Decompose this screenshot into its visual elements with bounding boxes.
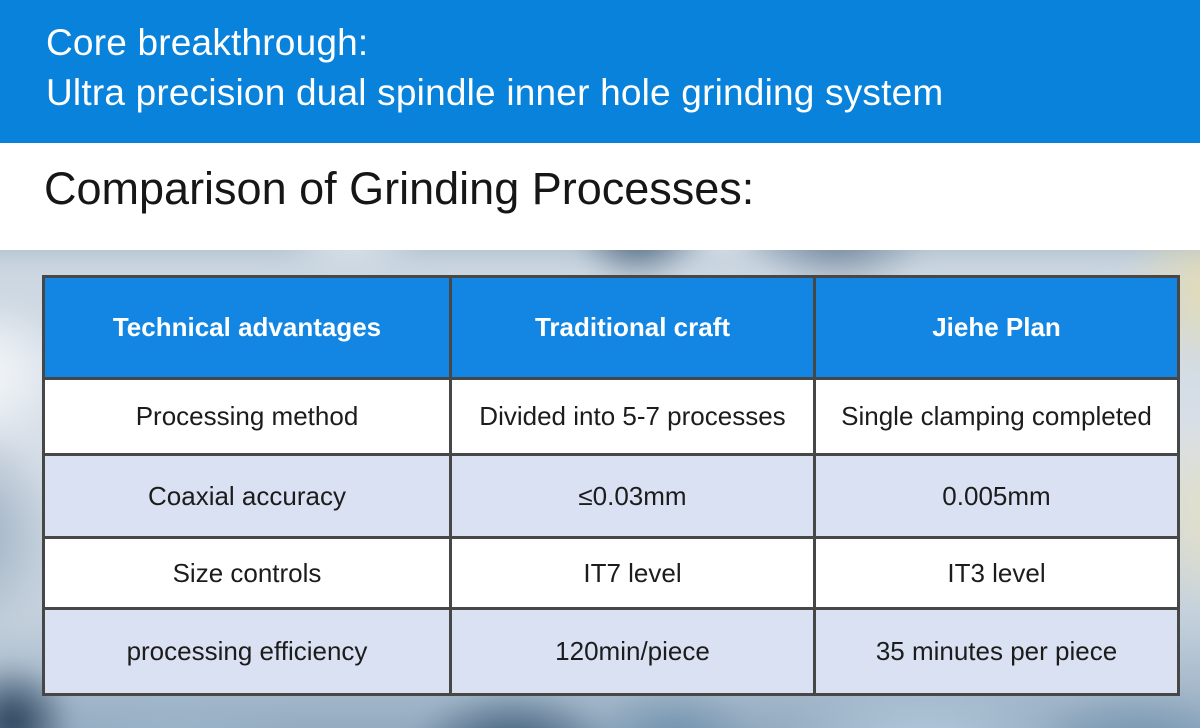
jiehe-value: 35 minutes per piece — [813, 607, 1180, 696]
jiehe-value: 0.005mm — [813, 453, 1180, 539]
table-header-row: Technical advantages Traditional craft J… — [42, 275, 1180, 380]
traditional-value: ≤0.03mm — [449, 453, 816, 539]
column-header-jiehe-plan: Jiehe Plan — [813, 275, 1180, 380]
jiehe-value: IT3 level — [813, 536, 1180, 610]
row-label: Coaxial accuracy — [42, 453, 452, 539]
column-header-traditional-craft: Traditional craft — [449, 275, 816, 380]
traditional-value: 120min/piece — [449, 607, 816, 696]
row-label: Processing method — [42, 377, 452, 456]
row-label: Size controls — [42, 536, 452, 610]
table-row-size-controls: Size controls IT7 level IT3 level — [42, 536, 1180, 610]
title-banner: Core breakthrough: Ultra precision dual … — [0, 0, 1200, 143]
traditional-value: IT7 level — [449, 536, 816, 610]
banner-title-line1: Core breakthrough: — [46, 22, 369, 63]
heading-band: Comparison of Grinding Processes: — [0, 143, 1200, 250]
table-row-coaxial-accuracy: Coaxial accuracy ≤0.03mm 0.005mm — [42, 453, 1180, 539]
column-header-technical-advantages: Technical advantages — [42, 275, 452, 380]
table-row-processing-method: Processing method Divided into 5-7 proce… — [42, 377, 1180, 456]
row-label: processing efficiency — [42, 607, 452, 696]
table-row-processing-efficiency: processing efficiency 120min/piece 35 mi… — [42, 607, 1180, 696]
comparison-table: Technical advantages Traditional craft J… — [42, 275, 1180, 696]
traditional-value: Divided into 5-7 processes — [449, 377, 816, 456]
banner-title-line2: Ultra precision dual spindle inner hole … — [46, 72, 944, 113]
banner-title: Core breakthrough: Ultra precision dual … — [0, 0, 1200, 118]
section-heading: Comparison of Grinding Processes: — [44, 163, 755, 214]
jiehe-value: Single clamping completed — [813, 377, 1180, 456]
